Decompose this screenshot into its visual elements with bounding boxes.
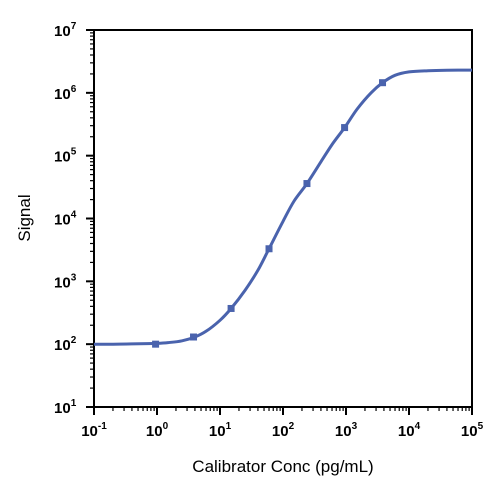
x-tick-base: 10 [209,423,226,440]
x-tick-label: 100 [146,421,169,440]
x-tick-exponent: 1 [226,421,232,432]
x-tick-exponent: 2 [289,421,295,432]
x-tick-exponent: 5 [478,421,484,432]
y-tick-base: 10 [54,212,71,229]
y-tick-label: 101 [54,398,77,417]
data-points [152,79,387,348]
y-tick-base: 10 [54,337,71,354]
x-tick-base: 10 [398,423,415,440]
y-tick-label: 105 [54,147,77,166]
x-tick-label: 101 [209,421,232,440]
y-tick-label: 106 [54,84,77,103]
y-tick-label: 104 [54,210,77,229]
x-tick-label: 102 [272,421,295,440]
x-tick-base: 10 [461,423,478,440]
y-tick-base: 10 [54,274,71,291]
x-tick-exponent: 3 [352,421,358,432]
x-tick-base: 10 [81,423,98,440]
data-point [227,304,235,312]
data-point [379,79,387,87]
y-tick-exponent: 5 [71,147,77,158]
data-point [341,124,349,132]
data-point [190,333,198,341]
fit-curve-line [93,68,473,346]
y-tick-label: 107 [54,21,77,40]
x-tick-label: 105 [461,421,484,440]
x-tick-label: 104 [398,421,421,440]
x-tick-label: 103 [335,421,358,440]
data-point [152,340,160,348]
y-tick-exponent: 6 [71,84,77,95]
y-tick-base: 10 [54,23,71,40]
y-axis-title: Signal [15,194,34,241]
x-tick-exponent: 4 [415,421,421,432]
y-tick-label: 102 [54,335,77,354]
y-tick-base: 10 [54,86,71,103]
x-axis-ticks: 10-1 100 101 102 103 104 105 [81,407,484,440]
y-tick-exponent: 7 [71,21,77,32]
y-tick-exponent: 3 [71,272,77,283]
x-tick-exponent: 0 [163,421,169,432]
data-point [303,180,311,188]
x-axis-title: Calibrator Conc (pg/mL) [192,457,373,476]
x-tick-base: 10 [335,423,352,440]
y-tick-base: 10 [54,149,71,166]
data-point [265,245,273,253]
x-tick-exponent: -1 [98,421,107,432]
x-tick-base: 10 [272,423,289,440]
y-tick-exponent: 4 [71,210,77,221]
x-tick-base: 10 [146,423,163,440]
y-tick-base: 10 [54,400,71,417]
y-tick-exponent: 2 [71,335,77,346]
y-tick-label: 103 [54,272,77,291]
y-tick-exponent: 1 [71,398,77,409]
x-tick-label: 10-1 [81,421,107,440]
